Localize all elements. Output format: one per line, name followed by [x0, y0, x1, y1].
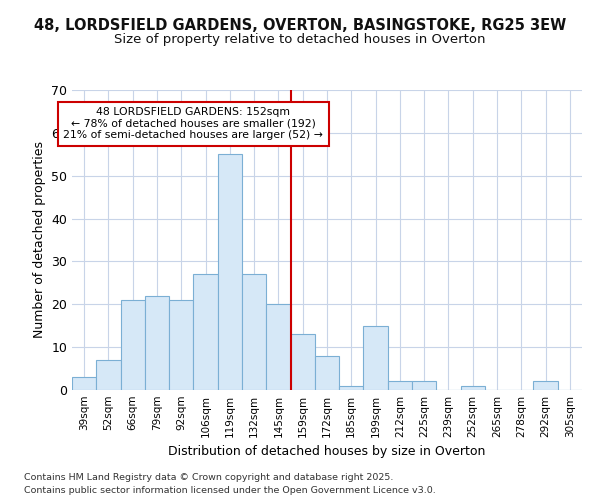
Text: Contains public sector information licensed under the Open Government Licence v3: Contains public sector information licen…	[24, 486, 436, 495]
Y-axis label: Number of detached properties: Number of detached properties	[32, 142, 46, 338]
Bar	[96, 360, 121, 390]
Text: Contains HM Land Registry data © Crown copyright and database right 2025.: Contains HM Land Registry data © Crown c…	[24, 472, 394, 482]
Bar	[533, 382, 558, 390]
Bar	[364, 326, 388, 390]
Bar	[339, 386, 364, 390]
Bar	[412, 382, 436, 390]
Bar	[218, 154, 242, 390]
Text: Size of property relative to detached houses in Overton: Size of property relative to detached ho…	[114, 32, 486, 46]
X-axis label: Distribution of detached houses by size in Overton: Distribution of detached houses by size …	[169, 446, 485, 458]
Text: 48 LORDSFIELD GARDENS: 152sqm
← 78% of detached houses are smaller (192)
21% of : 48 LORDSFIELD GARDENS: 152sqm ← 78% of d…	[64, 107, 323, 140]
Bar	[388, 382, 412, 390]
Bar	[242, 274, 266, 390]
Bar	[145, 296, 169, 390]
Bar	[315, 356, 339, 390]
Text: 48, LORDSFIELD GARDENS, OVERTON, BASINGSTOKE, RG25 3EW: 48, LORDSFIELD GARDENS, OVERTON, BASINGS…	[34, 18, 566, 32]
Bar	[266, 304, 290, 390]
Bar	[72, 377, 96, 390]
Bar	[193, 274, 218, 390]
Bar	[121, 300, 145, 390]
Bar	[169, 300, 193, 390]
Bar	[461, 386, 485, 390]
Bar	[290, 334, 315, 390]
